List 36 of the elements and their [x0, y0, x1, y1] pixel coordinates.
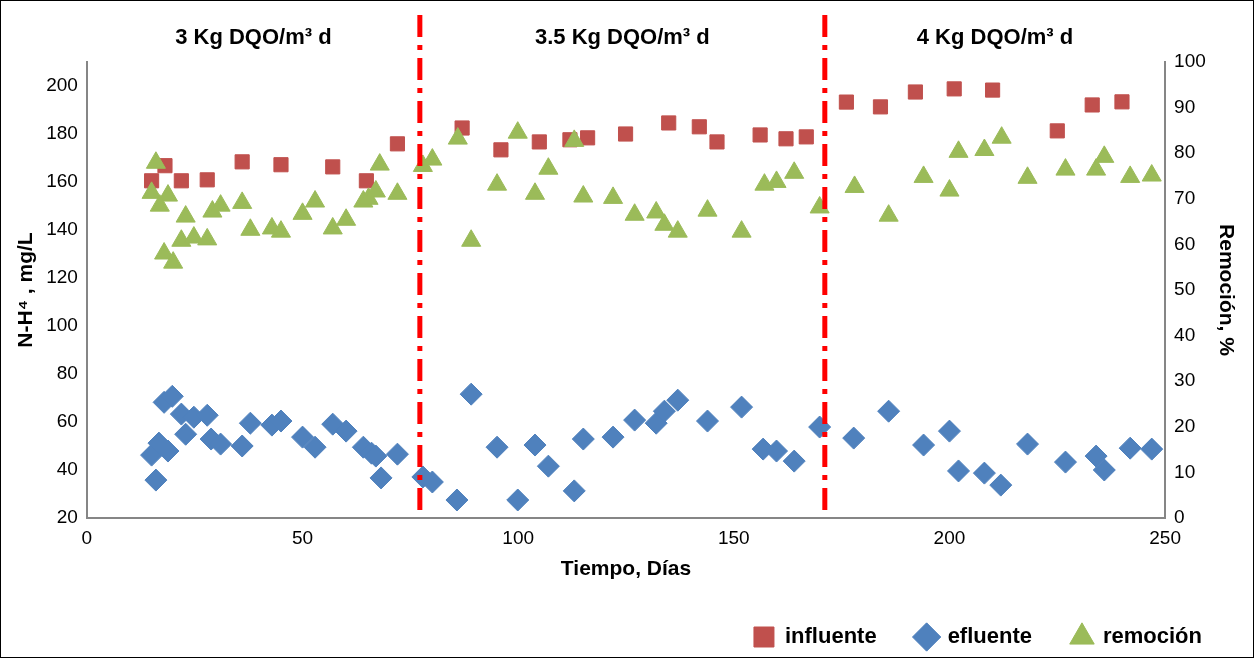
x-tick-label: 50 — [291, 526, 314, 548]
x-tick-label: 150 — [717, 526, 750, 548]
y-tick-label: 100 — [46, 314, 78, 336]
y2-tick-label: 60 — [1174, 232, 1196, 254]
legend-label: remoción — [1102, 623, 1203, 649]
y2-tick-label: 90 — [1174, 95, 1196, 117]
y2-tick-label: 80 — [1174, 141, 1196, 163]
y2-tick-label: 0 — [1174, 506, 1185, 528]
y2-tick-label: 30 — [1174, 369, 1196, 391]
y-tick-label: 40 — [56, 458, 78, 480]
y-tick-label: 180 — [46, 122, 78, 144]
x-tick-label: 0 — [81, 526, 93, 548]
y-tick-label: 200 — [46, 74, 78, 96]
text: 3.5 Kg DQO/m³ d — [534, 24, 710, 50]
legend-label: influente — [784, 623, 877, 649]
y2-tick-label: 100 — [1174, 50, 1206, 72]
y-tick-label: 20 — [56, 506, 78, 528]
legend-label: efluente — [947, 623, 1032, 649]
y2-axis-title: Remoción, % — [1215, 224, 1239, 357]
y2-tick-label: 10 — [1174, 460, 1196, 482]
y2-tick-label: 20 — [1174, 415, 1196, 437]
y2-tick-label: 70 — [1174, 187, 1196, 209]
x-tick-label: 250 — [1149, 526, 1181, 548]
x-axis-title: Tiempo, Días — [560, 556, 692, 580]
x-tick-label: 200 — [933, 526, 966, 548]
y-tick-label: 120 — [46, 266, 78, 288]
y-tick-label: 60 — [56, 410, 78, 432]
x-tick-label: 100 — [502, 526, 535, 548]
y-tick-label: 140 — [46, 218, 78, 240]
text: 4 Kg DQO/m³ d — [916, 24, 1074, 50]
text: 3 Kg DQO/m³ d — [175, 24, 332, 50]
y-axis-title: N-H⁴ , mg/L — [13, 232, 37, 348]
y-tick-label: 80 — [56, 362, 78, 384]
y2-tick-label: 40 — [1174, 323, 1196, 345]
y2-tick-label: 50 — [1174, 278, 1196, 300]
y-tick-label: 160 — [46, 170, 78, 192]
